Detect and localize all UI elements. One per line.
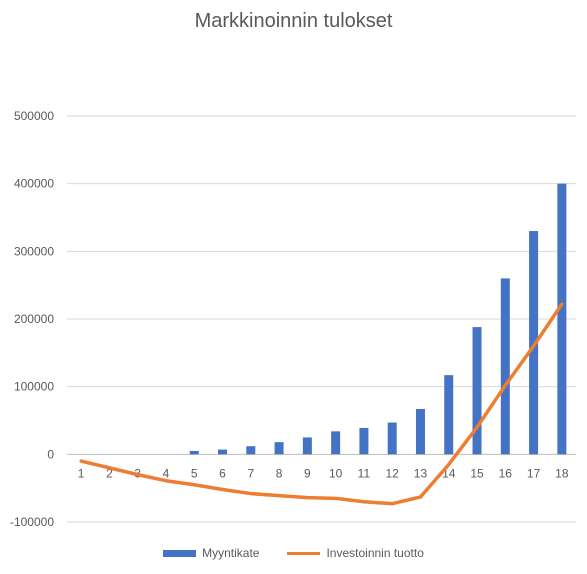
x-tick-label: 16 <box>499 466 513 480</box>
chart-title: Markkinoinnin tulokset <box>194 10 393 32</box>
bar <box>302 437 312 455</box>
bar <box>529 231 539 455</box>
y-tick-label: 100000 <box>14 380 54 394</box>
legend-label-line: Investoinnin tuotto <box>326 546 424 560</box>
x-tick-label: 15 <box>470 466 484 480</box>
x-tick-label: 17 <box>527 466 541 480</box>
bar <box>331 431 341 455</box>
x-tick-label: 2 <box>106 466 113 480</box>
y-tick-label: 400000 <box>14 177 54 191</box>
y-tick-label: 300000 <box>14 244 54 258</box>
bar <box>359 427 369 455</box>
legend-swatch-line <box>287 551 321 555</box>
x-tick-label: 12 <box>386 466 400 480</box>
x-tick-label: 1 <box>78 466 85 480</box>
x-tick-label: 13 <box>414 466 428 480</box>
legend-label-bar: Myyntikate <box>202 546 260 560</box>
y-tick-label: 500000 <box>14 109 54 123</box>
legend: Myyntikate Investoinnin tuotto <box>0 546 587 560</box>
x-tick-label: 6 <box>219 466 226 480</box>
x-tick-label: 10 <box>329 466 343 480</box>
x-tick-label: 5 <box>191 466 198 480</box>
y-tick-label: -100000 <box>10 515 54 529</box>
bar <box>557 183 567 455</box>
y-tick-label: 0 <box>47 447 54 461</box>
y-tick-label: 200000 <box>14 312 54 326</box>
x-tick-label: 8 <box>276 466 283 480</box>
bar <box>218 449 228 455</box>
bar <box>274 442 284 455</box>
bar <box>444 375 454 455</box>
legend-item-line: Investoinnin tuotto <box>287 546 424 560</box>
bar <box>246 446 256 455</box>
legend-swatch-bar <box>163 549 197 557</box>
x-tick-label: 7 <box>247 466 254 480</box>
legend-item-bar: Myyntikate <box>163 546 259 560</box>
bar <box>472 327 482 455</box>
x-tick-label: 18 <box>555 466 569 480</box>
x-tick-label: 4 <box>163 466 170 480</box>
series-line <box>79 302 564 506</box>
bar <box>189 450 199 455</box>
bar <box>500 278 510 455</box>
x-tick-label: 9 <box>304 466 311 480</box>
bar <box>415 408 425 455</box>
x-tick-label: 11 <box>358 466 371 480</box>
bar <box>387 422 397 455</box>
